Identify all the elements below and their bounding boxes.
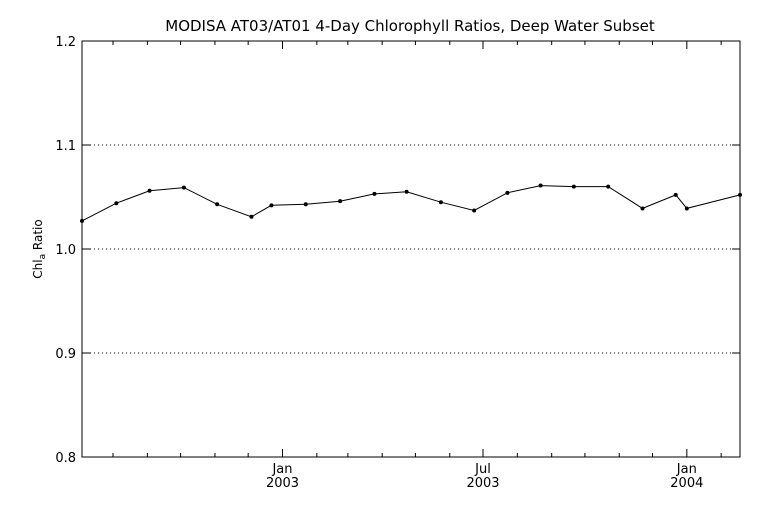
data-point [684,206,689,211]
data-point [505,190,510,195]
y-tick-label: 1.1 [55,139,76,154]
data-point [738,192,742,197]
x-tick-label-month: Jul [474,462,491,477]
data-point [404,189,409,194]
data-point [538,183,543,188]
y-axis-label-rest: Ratio [31,219,45,254]
data-point [147,188,152,193]
chart-title: MODISA AT03/AT01 4-Day Chlorophyll Ratio… [165,17,655,35]
x-tick-label-year: 2003 [466,476,499,491]
data-point [215,202,220,207]
y-axis-label: Chla Ratio [31,219,48,278]
data-point [438,200,443,205]
y-axis: 0.8 0.9 1.0 1.1 1.2 [55,35,740,466]
x-tick-label-year: 2004 [670,476,703,491]
data-point [606,184,611,189]
series-group [80,183,742,223]
data-point [571,184,576,189]
y-axis-label-subscript: a [38,254,48,260]
data-point [114,201,119,206]
x-tick-label-month: Jan [676,462,697,477]
data-point [303,202,308,207]
y-tick-label: 1.2 [55,35,76,50]
y-tick-label: 1.0 [55,243,76,258]
data-point [269,203,274,208]
data-point [338,199,343,204]
data-point [472,208,477,213]
data-point [80,218,84,223]
x-tick-label-month: Jan [271,462,292,477]
y-axis-label-main: Chl [31,259,45,278]
data-point [181,185,186,190]
y-tick-label: 0.9 [55,347,76,362]
y-tick-label: 0.8 [55,451,76,466]
x-tick-label-year: 2003 [266,476,299,491]
data-point [640,206,645,211]
data-point [372,191,377,196]
data-point [673,192,678,197]
data-point [249,214,254,219]
grid-lines [82,144,740,354]
series-line [81,185,741,222]
